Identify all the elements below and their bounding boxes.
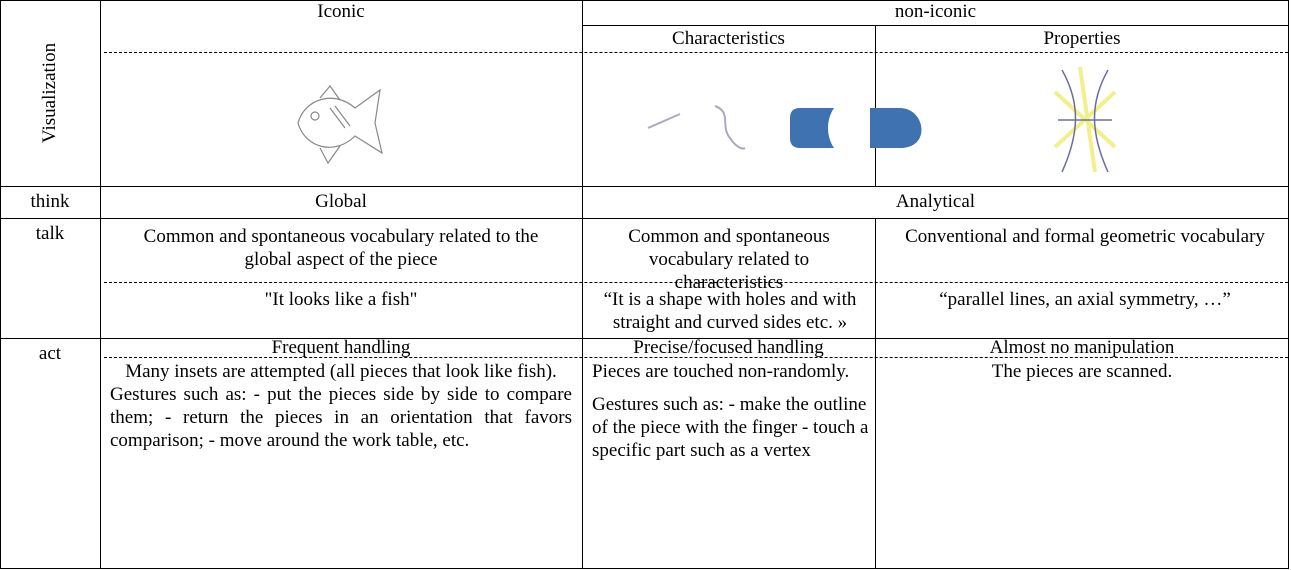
act-details: Pieces are touched non-randomly. Gesture… <box>592 360 870 462</box>
rule <box>582 0 583 569</box>
act-handling: Frequent handling <box>271 337 411 358</box>
paragraph: Gestures such as: - put the pieces side … <box>110 384 572 451</box>
act-handling: Almost no manipulation <box>989 337 1175 358</box>
column-header: Iconic <box>317 1 365 22</box>
rule <box>0 568 1289 569</box>
rule <box>0 218 1289 219</box>
column-header: Characteristics <box>672 28 785 49</box>
act-details: The pieces are scanned. <box>875 360 1289 383</box>
column-header: Properties <box>1043 28 1121 49</box>
rule <box>875 25 876 186</box>
properties-figure <box>1053 66 1117 173</box>
dashed-rule <box>104 52 1288 53</box>
rule <box>875 218 876 569</box>
column-header: non-iconic <box>894 1 977 22</box>
think-cell: Global <box>315 191 367 212</box>
paragraph: Gestures such as: - make the outline of … <box>592 394 869 461</box>
talk-example: "It looks like a fish" <box>264 289 418 310</box>
row-label: think <box>30 191 70 212</box>
rule <box>100 0 101 569</box>
characteristic-shapes <box>647 105 922 150</box>
dashed-rule <box>104 282 1288 283</box>
row-label: Visualization <box>39 42 60 144</box>
row-label: act <box>38 343 62 364</box>
rule <box>0 0 1 569</box>
talk-example: “It is a shape with holes and with strai… <box>603 289 857 333</box>
act-handling: Precise/focused handling <box>633 337 824 358</box>
fish-icon <box>297 85 383 165</box>
rule <box>0 0 1289 1</box>
row-label: talk <box>35 223 65 244</box>
act-details: Many insets are attempted (all pieces th… <box>110 360 572 452</box>
rule <box>0 338 1289 339</box>
paragraph: The pieces are scanned. <box>991 361 1173 382</box>
rule <box>0 186 1289 187</box>
talk-description: Common and spontaneous vocabulary relate… <box>143 226 539 270</box>
rule <box>582 25 1289 26</box>
talk-description: Conventional and formal geometric vocabu… <box>905 226 1265 247</box>
paragraph: Many insets are attempted (all pieces th… <box>125 361 557 382</box>
paragraph: Pieces are touched non-randomly. <box>592 361 850 382</box>
rule <box>1288 0 1289 569</box>
dashed-rule <box>104 357 1288 358</box>
think-cell: Analytical <box>895 191 976 212</box>
talk-example: “parallel lines, an axial symmetry, …” <box>939 289 1231 310</box>
talk-description: Common and spontaneous vocabulary relate… <box>628 226 830 293</box>
